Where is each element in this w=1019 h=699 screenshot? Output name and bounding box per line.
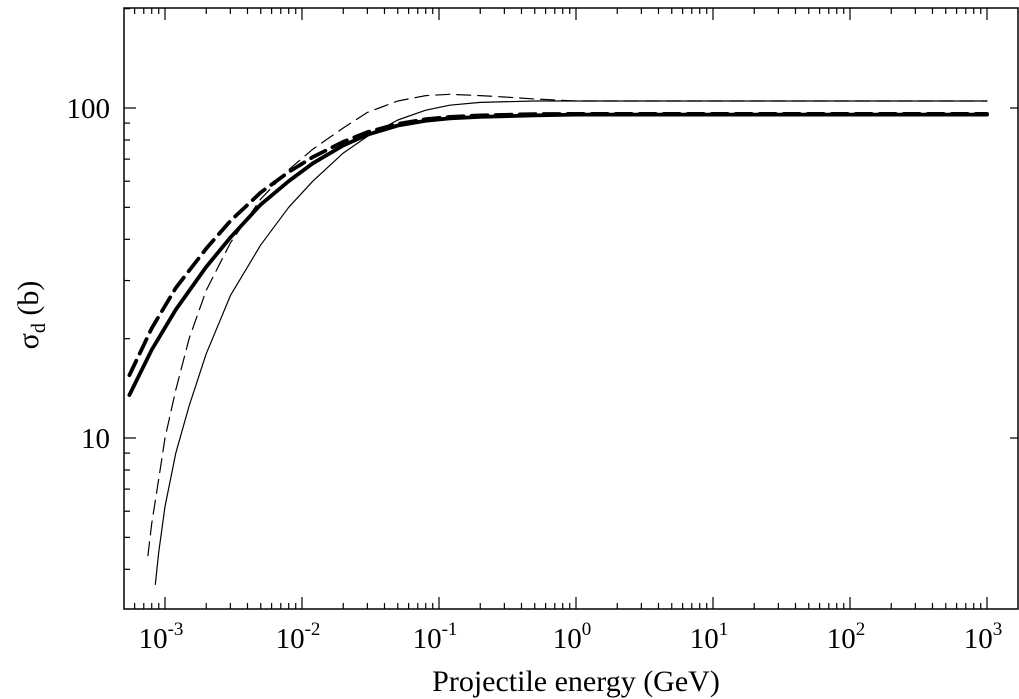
x-tick-label: 103 xyxy=(964,619,1003,655)
x-tick-label-exponent: 0 xyxy=(582,619,592,640)
x-tick-label-base: 10 xyxy=(553,623,582,655)
data-series xyxy=(127,93,989,585)
y-axis-title-sub: d xyxy=(28,323,50,333)
y-axis-title-rest: (b) xyxy=(12,281,45,323)
x-tick-label: 102 xyxy=(827,619,866,655)
x-tick-label-base: 10 xyxy=(827,623,856,655)
y-tick-labels: 10 100 xyxy=(67,93,111,455)
x-tick-label-base: 10 xyxy=(139,623,168,655)
x-tick-label-base: 10 xyxy=(964,623,993,655)
y-axis-title-main: σ xyxy=(12,333,45,349)
x-tick-label: 101 xyxy=(690,619,729,655)
x-tick-label-exponent: 1 xyxy=(719,619,729,640)
x-tick-label-exponent: 3 xyxy=(993,619,1003,640)
x-tick-label-base: 10 xyxy=(413,623,442,655)
x-tick-label: 10-1 xyxy=(413,619,458,655)
series-line-thick-solid xyxy=(127,112,989,397)
x-tick-label-exponent: -3 xyxy=(168,619,184,640)
series-line-thick-dashed xyxy=(127,112,989,378)
axis-ticks xyxy=(124,8,1018,609)
series-line-thin-solid xyxy=(154,100,988,585)
x-tick-label-exponent: -2 xyxy=(305,619,321,640)
plot-frame xyxy=(123,7,1019,610)
x-tick-label-exponent: 2 xyxy=(856,619,866,640)
y-axis-title: σd (b) xyxy=(12,281,50,350)
x-tick-label: 10-2 xyxy=(276,619,321,655)
x-tick-label-exponent: -1 xyxy=(442,619,458,640)
x-tick-label-base: 10 xyxy=(690,623,719,655)
y-tick-label: 10 xyxy=(81,423,110,455)
x-tick-label: 100 xyxy=(553,619,592,655)
x-axis-title: Projectile energy (GeV) xyxy=(432,665,720,698)
x-tick-label-base: 10 xyxy=(276,623,305,655)
series-line-thin-dashed xyxy=(147,93,988,557)
x-tick-labels: 10-3 10-2 10-1 100 101 102 103 xyxy=(139,619,1003,655)
y-tick-label: 100 xyxy=(67,93,111,125)
x-tick-label: 10-3 xyxy=(139,619,184,655)
